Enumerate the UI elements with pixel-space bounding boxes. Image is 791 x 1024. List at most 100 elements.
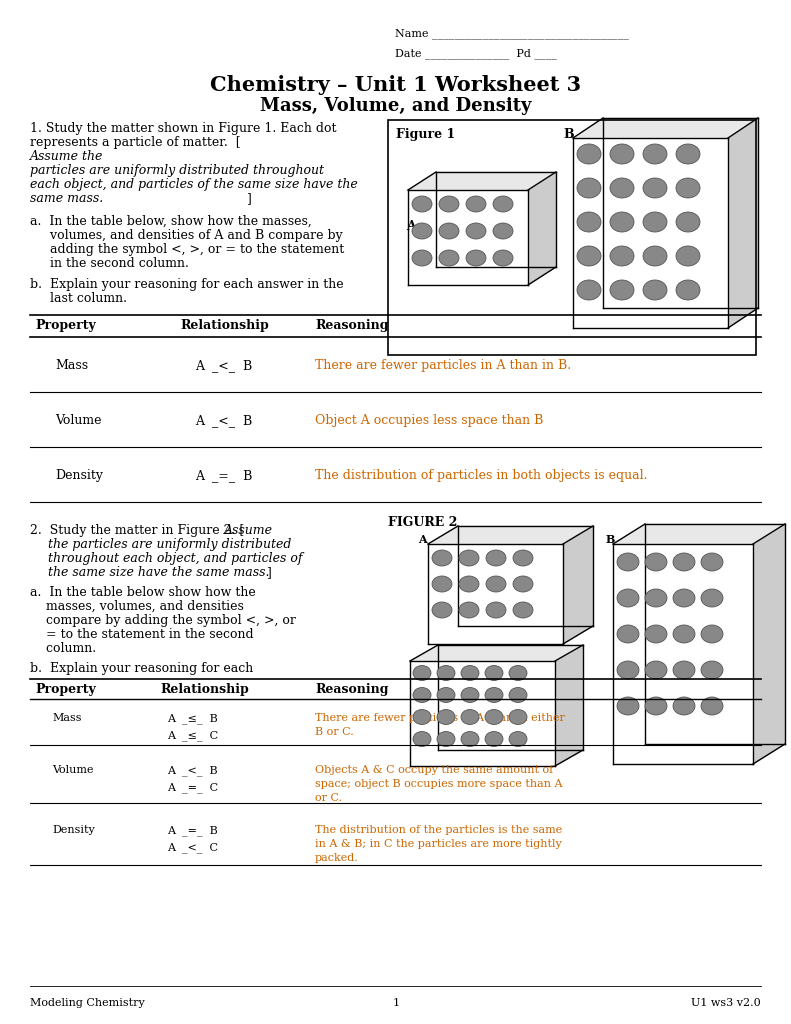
Ellipse shape (486, 550, 506, 566)
Ellipse shape (461, 710, 479, 725)
Ellipse shape (437, 687, 455, 702)
Text: particles are uniformly distributed throughout: particles are uniformly distributed thro… (30, 164, 324, 177)
Text: U1 ws3 v2.0: U1 ws3 v2.0 (691, 998, 761, 1008)
Ellipse shape (413, 731, 431, 746)
Ellipse shape (617, 697, 639, 715)
Ellipse shape (701, 697, 723, 715)
Polygon shape (528, 172, 556, 285)
Text: a.  In the table below show how the: a. In the table below show how the (30, 586, 255, 599)
Ellipse shape (412, 223, 432, 239)
Text: throughout each object, and particles of: throughout each object, and particles of (48, 552, 302, 565)
Text: column.: column. (30, 642, 97, 655)
Text: 2.  Study the matter in Figure 2. [: 2. Study the matter in Figure 2. [ (30, 524, 244, 537)
Text: B: B (606, 534, 615, 545)
Ellipse shape (643, 212, 667, 232)
Ellipse shape (610, 144, 634, 164)
Text: in the second column.: in the second column. (30, 257, 189, 270)
Ellipse shape (676, 144, 700, 164)
Text: B: B (563, 128, 573, 141)
Ellipse shape (617, 553, 639, 571)
Ellipse shape (437, 710, 455, 725)
Text: the particles are uniformly distributed: the particles are uniformly distributed (48, 538, 291, 551)
Ellipse shape (645, 697, 667, 715)
Text: Density: Density (55, 469, 103, 482)
Text: Reasoning: Reasoning (315, 683, 388, 696)
Ellipse shape (485, 687, 503, 702)
Text: A  _=_  B
A  _<_  C: A _=_ B A _<_ C (167, 825, 218, 853)
Ellipse shape (645, 662, 667, 679)
Polygon shape (408, 190, 528, 285)
Ellipse shape (577, 178, 601, 198)
Ellipse shape (701, 662, 723, 679)
Ellipse shape (645, 553, 667, 571)
Ellipse shape (509, 687, 527, 702)
Text: Objects A & C occupy the same amount of
space; object B occupies more space than: Objects A & C occupy the same amount of … (315, 765, 562, 803)
Ellipse shape (486, 575, 506, 592)
Ellipse shape (610, 246, 634, 266)
Text: A  _<_  B
A  _=_  C: A _<_ B A _=_ C (167, 765, 218, 793)
Text: Volume: Volume (52, 765, 93, 775)
Ellipse shape (509, 731, 527, 746)
Ellipse shape (610, 178, 634, 198)
Ellipse shape (676, 246, 700, 266)
Text: Chemistry – Unit 1 Worksheet 3: Chemistry – Unit 1 Worksheet 3 (210, 75, 581, 95)
Text: Relationship: Relationship (180, 319, 269, 332)
Ellipse shape (437, 731, 455, 746)
Ellipse shape (413, 666, 431, 681)
Polygon shape (410, 645, 583, 662)
Ellipse shape (577, 144, 601, 164)
Ellipse shape (493, 223, 513, 239)
Ellipse shape (577, 212, 601, 232)
Ellipse shape (432, 575, 452, 592)
Ellipse shape (643, 178, 667, 198)
Ellipse shape (439, 223, 459, 239)
Text: Property: Property (35, 319, 96, 332)
Ellipse shape (513, 602, 533, 618)
Text: each object, and particles of the same size have the: each object, and particles of the same s… (30, 178, 358, 191)
Text: Mass: Mass (55, 359, 88, 372)
Ellipse shape (673, 625, 695, 643)
Ellipse shape (493, 250, 513, 266)
Ellipse shape (617, 662, 639, 679)
Text: Mass, Volume, and Density: Mass, Volume, and Density (260, 97, 532, 115)
Text: compare by adding the symbol <, >, or: compare by adding the symbol <, >, or (30, 614, 296, 627)
Bar (388, 120, 756, 355)
Text: A  _≤_  B
A  _≤_  C: A _≤_ B A _≤_ C (167, 713, 218, 740)
Ellipse shape (701, 589, 723, 607)
Polygon shape (728, 118, 758, 328)
Ellipse shape (676, 178, 700, 198)
Text: 1. Study the matter shown in Figure 1. Each dot: 1. Study the matter shown in Figure 1. E… (30, 122, 336, 135)
Polygon shape (613, 544, 753, 764)
Text: b.  Explain your reasoning for each: b. Explain your reasoning for each (30, 662, 253, 675)
Polygon shape (428, 526, 593, 544)
Text: represents a particle of matter.  [: represents a particle of matter. [ (30, 136, 240, 150)
Text: Relationship: Relationship (160, 683, 248, 696)
Text: The distribution of the particles is the same
in A & B; in C the particles are m: The distribution of the particles is the… (315, 825, 562, 863)
Ellipse shape (461, 687, 479, 702)
Text: Date _______________  Pd ____: Date _______________ Pd ____ (395, 48, 557, 58)
Ellipse shape (413, 710, 431, 725)
Polygon shape (753, 524, 785, 764)
Text: Assume: Assume (224, 524, 273, 537)
Ellipse shape (509, 710, 527, 725)
Ellipse shape (673, 553, 695, 571)
Text: Reasoning: Reasoning (315, 319, 388, 332)
Ellipse shape (701, 553, 723, 571)
Text: Object A occupies less space than B: Object A occupies less space than B (315, 414, 543, 427)
Ellipse shape (643, 144, 667, 164)
Ellipse shape (676, 280, 700, 300)
Ellipse shape (617, 589, 639, 607)
Ellipse shape (643, 246, 667, 266)
Polygon shape (410, 662, 555, 766)
Ellipse shape (412, 250, 432, 266)
Polygon shape (613, 524, 785, 544)
Text: Figure 1: Figure 1 (396, 128, 456, 141)
Text: Name ___________________________________: Name ___________________________________ (395, 28, 629, 39)
Ellipse shape (645, 625, 667, 643)
Ellipse shape (701, 625, 723, 643)
Ellipse shape (486, 602, 506, 618)
Polygon shape (563, 526, 593, 644)
Ellipse shape (493, 196, 513, 212)
Polygon shape (573, 118, 758, 138)
Text: A  _<_  B: A _<_ B (195, 414, 252, 427)
